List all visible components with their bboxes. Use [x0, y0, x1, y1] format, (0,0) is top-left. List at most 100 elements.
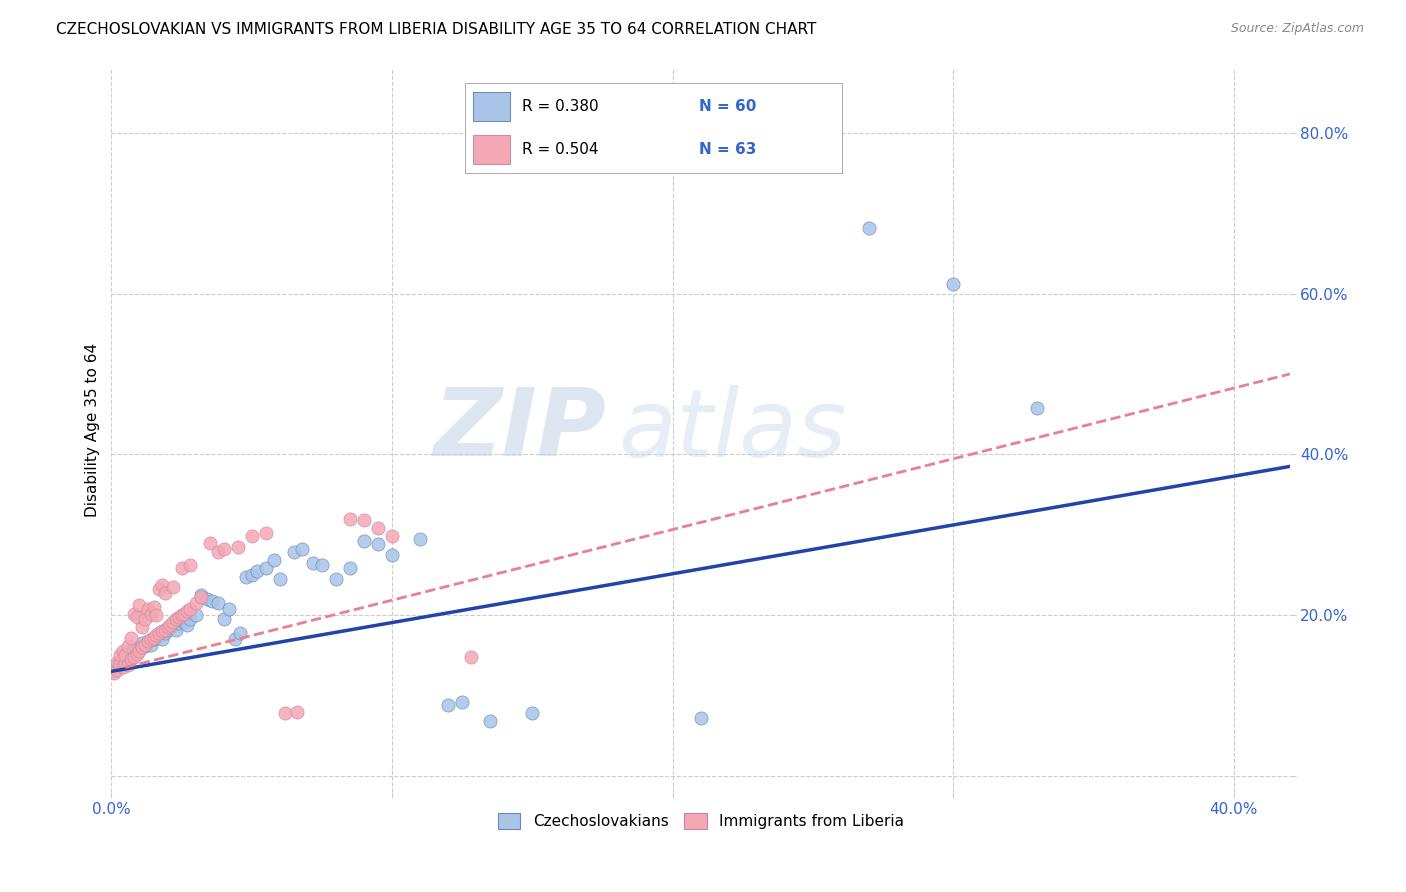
Point — [460, 649, 482, 664]
Point — [105, 657, 128, 672]
Point — [150, 632, 173, 647]
Point — [162, 615, 184, 629]
Point — [108, 655, 131, 669]
Point — [689, 711, 711, 725]
Point — [122, 607, 145, 621]
Point — [125, 647, 148, 661]
Point — [142, 600, 165, 615]
Point — [353, 513, 375, 527]
Point — [226, 540, 249, 554]
Point — [1026, 401, 1049, 415]
Point — [263, 553, 285, 567]
Point — [125, 641, 148, 656]
Point — [114, 648, 136, 663]
Point — [105, 663, 128, 677]
Point — [162, 617, 184, 632]
Point — [165, 612, 187, 626]
Point — [139, 632, 162, 647]
Point — [117, 648, 139, 663]
Point — [283, 545, 305, 559]
Point — [246, 564, 269, 578]
Point — [117, 639, 139, 653]
Point — [274, 706, 297, 721]
Point — [381, 548, 404, 562]
Text: atlas: atlas — [619, 384, 846, 475]
Point — [179, 558, 201, 573]
Point — [339, 511, 361, 525]
Point — [134, 639, 156, 653]
Point — [148, 625, 170, 640]
Point — [207, 596, 229, 610]
Point — [150, 577, 173, 591]
Point — [114, 657, 136, 671]
Point — [131, 620, 153, 634]
Point — [136, 601, 159, 615]
Point — [254, 526, 277, 541]
Point — [103, 665, 125, 680]
Point — [125, 609, 148, 624]
Point — [285, 705, 308, 719]
Text: ZIP: ZIP — [433, 384, 606, 476]
Point — [269, 572, 291, 586]
Point — [128, 599, 150, 613]
Point — [190, 591, 212, 605]
Point — [240, 568, 263, 582]
Point — [367, 521, 389, 535]
Point — [198, 535, 221, 549]
Point — [122, 649, 145, 664]
Point — [103, 665, 125, 679]
Point — [117, 657, 139, 672]
Point — [153, 625, 176, 640]
Point — [134, 612, 156, 626]
Legend: Czechoslovakians, Immigrants from Liberia: Czechoslovakians, Immigrants from Liberi… — [491, 806, 910, 835]
Point — [167, 616, 190, 631]
Point — [105, 655, 128, 669]
Point — [165, 623, 187, 637]
Point — [479, 714, 502, 729]
Point — [122, 647, 145, 661]
Point — [136, 633, 159, 648]
Point — [207, 545, 229, 559]
Point — [145, 631, 167, 645]
Point — [162, 580, 184, 594]
Point — [108, 648, 131, 663]
Point — [451, 695, 474, 709]
Point — [858, 220, 880, 235]
Text: Source: ZipAtlas.com: Source: ZipAtlas.com — [1230, 22, 1364, 36]
Point — [201, 593, 224, 607]
Point — [153, 623, 176, 637]
Point — [170, 612, 193, 626]
Point — [173, 615, 195, 629]
Point — [139, 607, 162, 621]
Point — [224, 632, 246, 647]
Point — [229, 625, 252, 640]
Point — [156, 623, 179, 637]
Y-axis label: Disability Age 35 to 64: Disability Age 35 to 64 — [86, 343, 100, 517]
Point — [179, 601, 201, 615]
Point — [302, 556, 325, 570]
Point — [254, 561, 277, 575]
Point — [235, 569, 257, 583]
Point — [311, 558, 333, 573]
Point — [145, 628, 167, 642]
Point — [148, 582, 170, 597]
Point — [145, 608, 167, 623]
Point — [190, 588, 212, 602]
Point — [111, 660, 134, 674]
Point — [184, 608, 207, 623]
Point — [325, 572, 347, 586]
Point — [291, 542, 314, 557]
Point — [150, 624, 173, 639]
Point — [142, 632, 165, 647]
Point — [170, 561, 193, 575]
Point — [153, 585, 176, 599]
Point — [409, 532, 432, 546]
Point — [240, 529, 263, 543]
Point — [353, 534, 375, 549]
Point — [170, 608, 193, 623]
Point — [148, 628, 170, 642]
Point — [120, 652, 142, 666]
Point — [131, 640, 153, 655]
Point — [522, 706, 544, 721]
Point — [212, 542, 235, 557]
